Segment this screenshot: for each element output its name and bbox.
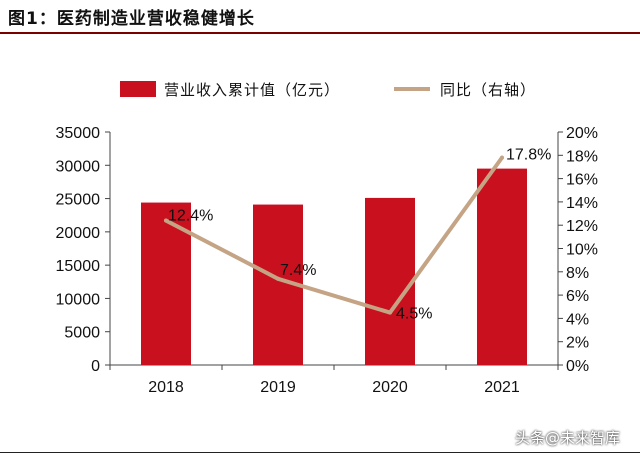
y-tick-label-left: 20000 bbox=[56, 225, 101, 242]
data-label: 7.4% bbox=[280, 262, 316, 279]
chart-title: 图1：医药制造业营收稳健增长 bbox=[8, 9, 255, 29]
bar bbox=[141, 202, 191, 365]
y-tick-label-left: 25000 bbox=[56, 192, 101, 209]
y-tick-label-right: 6% bbox=[566, 288, 589, 305]
legend: 营业收入累计值（亿元） 同比（右轴） bbox=[120, 78, 536, 100]
yoy-line bbox=[164, 155, 504, 315]
y-tick-label-left: 5000 bbox=[64, 325, 100, 342]
y-tick-label-right: 12% bbox=[566, 218, 598, 235]
y-tick-label-right: 0% bbox=[566, 358, 589, 375]
legend-line-swatch bbox=[394, 87, 431, 91]
y-tick-label-right: 2% bbox=[566, 335, 589, 352]
y-tick-label-left: 30000 bbox=[56, 158, 101, 175]
line-point bbox=[500, 155, 504, 160]
legend-line-label: 同比（右轴） bbox=[440, 80, 537, 99]
bar bbox=[477, 168, 527, 365]
bottom-rule bbox=[0, 452, 640, 453]
data-label: 17.8% bbox=[506, 147, 551, 164]
y-tick-label-right: 20% bbox=[566, 125, 598, 142]
bar bbox=[365, 197, 415, 365]
y-tick-label-left: 10000 bbox=[56, 291, 101, 308]
legend-bar-label: 营业收入累计值（亿元） bbox=[164, 80, 341, 99]
line-point bbox=[164, 218, 168, 223]
y-tick-label-left: 15000 bbox=[56, 258, 101, 275]
data-label: 4.5% bbox=[396, 306, 432, 323]
y-tick-label-right: 10% bbox=[566, 242, 598, 259]
y-tick-label-right: 8% bbox=[566, 265, 589, 282]
x-tick-label: 2020 bbox=[372, 379, 408, 396]
x-tick-label: 2019 bbox=[260, 379, 296, 396]
data-label: 12.4% bbox=[168, 208, 213, 225]
y-tick-label-left: 0 bbox=[91, 358, 100, 375]
x-tick-label: 2021 bbox=[484, 379, 520, 396]
legend-bar-swatch bbox=[120, 81, 156, 97]
title-rule bbox=[0, 32, 640, 34]
line-point bbox=[388, 310, 392, 315]
watermark: 头条@未来智库 bbox=[514, 429, 620, 447]
y-tick-label-right: 4% bbox=[566, 311, 589, 328]
line-point bbox=[276, 276, 280, 281]
x-tick-label: 2018 bbox=[148, 379, 184, 396]
y-tick-label-right: 18% bbox=[566, 148, 598, 165]
y-tick-label-right: 14% bbox=[566, 195, 598, 212]
y-tick-label-right: 16% bbox=[566, 172, 598, 189]
y-tick-label-left: 35000 bbox=[56, 125, 101, 142]
